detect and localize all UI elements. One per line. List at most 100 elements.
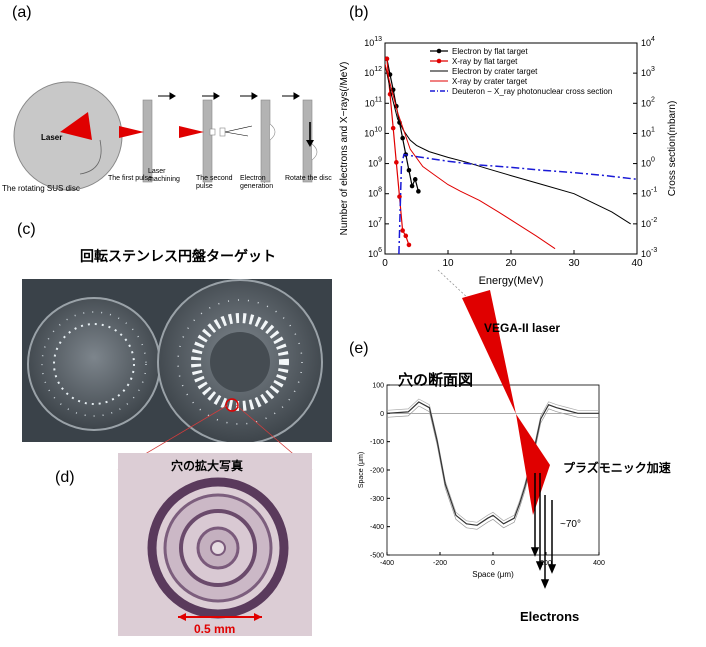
y-tick-label: 100 xyxy=(372,383,384,390)
rotate-arrowhead xyxy=(306,140,314,147)
y-tick-label: 109 xyxy=(368,157,382,169)
hole-step3 xyxy=(219,127,226,137)
plate-step2 xyxy=(202,99,213,183)
laser-beam-step1 xyxy=(119,126,144,138)
legend-label-3: X-ray by crater target xyxy=(452,77,528,86)
y-tick-label: -100 xyxy=(370,439,384,446)
x-axis-label: Energy(MeV) xyxy=(479,275,544,287)
y-tick-exponent: 11 xyxy=(375,96,382,103)
plate-step1 xyxy=(142,99,153,183)
legend-marker-1 xyxy=(436,58,442,64)
series-point-0 xyxy=(416,189,421,194)
y-tick-label: 107 xyxy=(368,217,382,229)
panel-d-title: 穴の拡大写真 xyxy=(171,459,244,473)
y2-tick-exponent: -1 xyxy=(651,187,657,194)
step4-caption-a: Electron xyxy=(240,175,266,182)
series-line-3 xyxy=(385,63,556,250)
y-tick-label: -400 xyxy=(370,524,384,531)
series-point-0 xyxy=(409,183,415,189)
y2-tick-exponent: -2 xyxy=(651,217,657,224)
plate-step4 xyxy=(260,99,271,183)
legend-label-4: Deuteron − X_ray photonuclear cross sect… xyxy=(452,87,612,96)
machined-hole xyxy=(209,128,216,136)
step3-caption-a: The second xyxy=(196,175,233,182)
x-tick-label: 10 xyxy=(442,258,454,269)
y-tick-label: 1012 xyxy=(364,66,382,78)
y2-tick-label: 102 xyxy=(641,96,655,108)
series-point-1 xyxy=(397,194,402,199)
legend-label-0: Electron by flat target xyxy=(452,47,528,56)
y-tick-label: 1010 xyxy=(364,126,382,138)
crater-step4 xyxy=(269,123,276,141)
y-tick-exponent: 7 xyxy=(378,217,382,224)
panel-c-title: 回転ステンレス円盤ターゲット xyxy=(80,249,276,265)
x-tick-label: 400 xyxy=(593,560,605,567)
disc-laser-beam xyxy=(60,112,92,140)
profile-trace-3 xyxy=(386,401,599,526)
y-tick-label: 1013 xyxy=(364,36,382,48)
hole-photo xyxy=(118,453,312,636)
electrons-label: Electrons xyxy=(520,609,580,624)
step2-caption: Laser machining xyxy=(148,168,180,183)
vega-laser-label: VEGA-II laser xyxy=(484,321,561,335)
y2-tick-label: 10-2 xyxy=(641,217,657,229)
x-tick-label: -400 xyxy=(380,560,394,567)
left-disc-holes-outer xyxy=(41,311,147,417)
crater-step5 xyxy=(311,143,318,161)
angle-label: ~70° xyxy=(560,519,581,530)
y2-tick-exponent: 3 xyxy=(651,66,655,73)
series-point-0 xyxy=(406,167,412,173)
profile-trace-2 xyxy=(386,398,599,523)
y2-tick-label: 10-1 xyxy=(641,187,657,199)
sus-disc xyxy=(13,81,123,191)
cross-section-chart: -400 -200 0 200 4001000-100-200-300-400-500S… xyxy=(358,383,605,580)
hole-center xyxy=(210,540,226,556)
panel-label-c: (c) xyxy=(17,221,36,238)
y-tick-label: 108 xyxy=(368,187,382,199)
sequence-arrows xyxy=(158,92,300,100)
y-tick-exponent: 6 xyxy=(378,247,382,254)
y2-tick-exponent: 1 xyxy=(651,126,655,133)
series-point-1 xyxy=(385,56,390,62)
electron-rays-step3 xyxy=(224,125,253,137)
y2-tick-exponent: 4 xyxy=(651,36,655,43)
series-point-1 xyxy=(406,242,412,248)
profile-trace-1 xyxy=(386,405,599,530)
hole-outer-rim xyxy=(147,477,289,619)
x-tick-label: 30 xyxy=(568,258,580,269)
series-point-0 xyxy=(400,135,405,141)
y-tick-label: -500 xyxy=(370,553,384,560)
y-tick-exponent: 9 xyxy=(378,157,382,164)
plasmonic-label: プラズモニック加速 xyxy=(563,461,671,475)
x-axis-label: Space (μm) xyxy=(472,570,514,579)
right-disc-outer-holes xyxy=(177,299,303,425)
disc-laser-label: Laser xyxy=(41,133,63,142)
legend-marker-0 xyxy=(436,48,442,54)
x-tick-label: 20 xyxy=(505,258,517,269)
rotation-arrow xyxy=(79,139,102,175)
panel-label-b: (b) xyxy=(349,4,369,21)
series-line-2 xyxy=(385,63,631,225)
y2-tick-label: 101 xyxy=(641,126,655,138)
legend-label-2: Electron by crater target xyxy=(452,67,538,76)
y2-tick-exponent: 0 xyxy=(651,157,655,164)
y-axis-label: Number of electrons and X−rays(/MeV) xyxy=(339,62,350,236)
y-tick-exponent: 8 xyxy=(378,187,382,194)
right-disc-ring xyxy=(191,313,289,411)
laser-beam-step3 xyxy=(179,126,204,138)
step1-caption: The first pulse xyxy=(108,175,152,182)
hole-photo-drawing xyxy=(118,453,312,636)
panel-a-schematic xyxy=(13,81,318,191)
y-tick-exponent: 10 xyxy=(374,126,382,133)
series-line-4 xyxy=(398,153,637,254)
x-tick-label: 40 xyxy=(631,258,643,269)
x-tick-label: 200 xyxy=(540,560,552,567)
left-disc xyxy=(27,297,161,431)
y2-tick-label: 100 xyxy=(641,157,655,169)
y-tick-label: 106 xyxy=(368,247,382,259)
panel-e-title: 穴の断面図 xyxy=(398,371,474,389)
series-point-1 xyxy=(400,228,405,233)
y2-tick-label: 10-3 xyxy=(641,247,657,259)
y-axis-label: Space (μm) xyxy=(358,452,365,488)
